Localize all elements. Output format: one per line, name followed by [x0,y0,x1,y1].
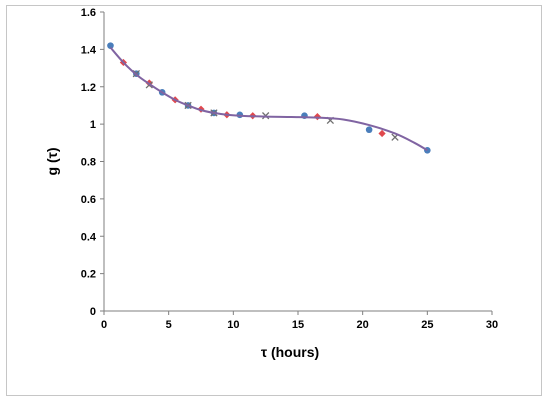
y-tick-label: 0.8 [81,157,96,169]
x-tick-label: 30 [486,319,498,331]
data-point-diamond [378,129,386,138]
x-tick-label: 0 [101,319,107,331]
x-tick-label: 15 [292,319,304,331]
x-tick-label: 10 [227,319,239,331]
y-tick-label: 0.4 [81,231,97,243]
data-point-circle [107,42,114,49]
axes: 0 0.2 0.4 0.6 0.8 1 1.2 1.4 1.6 0 5 10 15 20 25 30 [81,7,498,331]
y-axis-label: g (τ) [44,147,60,175]
y-tick-label: 1.2 [81,82,96,94]
x-axis-label: τ (hours) [261,344,319,360]
data-marks [107,42,431,154]
y-tick-label: 0 [90,306,96,318]
fit-curve-line [109,46,428,152]
y-tick-label: 0.2 [81,269,96,281]
x-tick-label: 5 [166,319,172,331]
y-tick-label: 1.4 [81,44,97,56]
chart-frame [6,5,542,396]
y-tick-label: 1 [90,119,96,131]
data-point-circle [365,126,373,134]
y-tick-label: 1.6 [81,7,96,19]
y-tick-label: 0.6 [81,194,96,206]
x-tick-label: 20 [357,319,369,331]
x-tick-label: 25 [421,319,433,331]
